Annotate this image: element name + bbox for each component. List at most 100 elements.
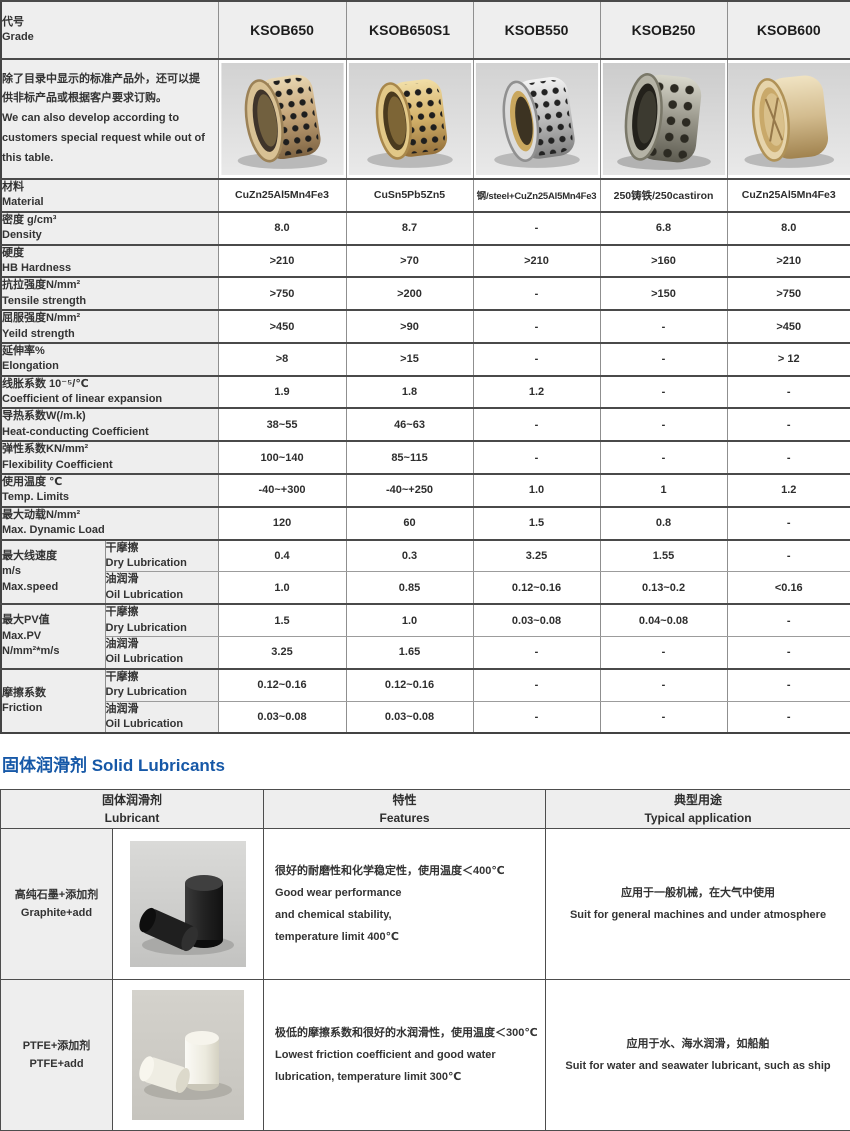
sub-label-en: Dry Lubrication (106, 685, 218, 700)
group-label-line: Max.PV (2, 629, 105, 644)
grade-ksob650: KSOB650 (218, 1, 346, 59)
application-line: 应用于水、海水润滑，如船舶 (546, 1033, 850, 1055)
cell-value: 1.0 (346, 604, 473, 636)
features-column-header: 特性 Features (264, 790, 546, 829)
feature-line: Good wear performance (275, 882, 539, 904)
feature-line: Lowest friction coefficient and good wat… (275, 1044, 539, 1066)
cell-value: - (600, 408, 727, 441)
ptfe-cylinders-image (132, 990, 244, 1120)
product-photo-ksob650s1 (346, 59, 473, 179)
row-label-en: Tensile strength (2, 294, 218, 309)
cell-value: 1.8 (346, 376, 473, 409)
cell-value: 1.2 (473, 376, 600, 409)
grade-header-label: 代号 Grade (1, 1, 218, 59)
table-row-hardness: 硬度 HB Hardness >210 >70 >210 >160 >210 (1, 245, 850, 278)
cell-value: 0.13~0.2 (600, 572, 727, 604)
lubricant-row-ptfe: PTFE+添加剂 PTFE+add (1, 980, 850, 1131)
row-label-en: Coefficient of linear expansion (2, 392, 218, 407)
table-row-maxspeed-dry: 最大线速度 m/s Max.speed 干摩擦 Dry Lubrication … (1, 540, 850, 572)
grade-ksob250: KSOB250 (600, 1, 727, 59)
grade-ksob550: KSOB550 (473, 1, 600, 59)
cell-value: - (600, 310, 727, 343)
group-label-line: 最大线速度 (2, 549, 105, 564)
table-row-friction-oil: 油润滑 Oil Lubrication 0.03~0.08 0.03~0.08 … (1, 701, 850, 733)
sub-label-en: Dry Lubrication (106, 621, 218, 636)
header-en: Features (264, 809, 545, 827)
cell-value: 0.03~0.08 (473, 604, 600, 636)
cell-value: CuZn25Al5Mn4Fe3 (727, 179, 850, 212)
cell-value: >450 (218, 310, 346, 343)
cell-value: 46~63 (346, 408, 473, 441)
sub-label-cn: 油润滑 (106, 572, 218, 587)
row-label: 延伸率% Elongation (1, 343, 218, 376)
cell-value: - (600, 441, 727, 474)
row-label-en: HB Hardness (2, 261, 218, 276)
row-label-cn: 材料 (2, 180, 218, 195)
row-label-cn: 弹性系数KN/mm² (2, 442, 218, 457)
lubricants-table: 固体润滑剂 Lubricant 特性 Features 典型用途 Typical… (0, 789, 850, 1131)
sub-label-cn: 油润滑 (106, 702, 218, 717)
sub-label-cn: 干摩擦 (106, 670, 218, 685)
row-label-cn: 密度 g/cm³ (2, 213, 218, 228)
cell-value: 1.0 (473, 474, 600, 507)
table-row-temp-limits: 使用温度 ℃ Temp. Limits -40~+300 -40~+250 1.… (1, 474, 850, 507)
sub-label-en: Oil Lubrication (106, 652, 218, 667)
application-column-header: 典型用途 Typical application (546, 790, 850, 829)
cell-value: 1.65 (346, 636, 473, 668)
plain-bronze-bushing-image (728, 63, 850, 175)
cell-value: >450 (727, 310, 850, 343)
application-line: Suit for water and seawater lubricant, s… (546, 1055, 850, 1077)
cell-value: 1.2 (727, 474, 850, 507)
cell-value: -40~+250 (346, 474, 473, 507)
cell-value: 1.55 (600, 540, 727, 572)
group-label-line: m/s (2, 564, 105, 579)
lubricant-name-en: Graphite+add (1, 904, 112, 923)
row-label: 线胀系数 10⁻⁵/℃ Coefficient of linear expans… (1, 376, 218, 409)
group-label-friction: 摩擦系数 Friction (1, 669, 105, 734)
cell-value: 0.03~0.08 (218, 701, 346, 733)
sub-label-cn: 油润滑 (106, 637, 218, 652)
row-label-en: Max. Dynamic Load (2, 523, 218, 538)
lubricant-photo-ptfe (113, 980, 264, 1131)
cell-value: 3.25 (218, 636, 346, 668)
cell-value: - (727, 701, 850, 733)
cell-value: 0.85 (346, 572, 473, 604)
cell-value: - (473, 701, 600, 733)
lubricants-header-row: 固体润滑剂 Lubricant 特性 Features 典型用途 Typical… (1, 790, 850, 829)
feature-line: 很好的耐磨性和化学稳定性，使用温度＜400℃ (275, 860, 539, 882)
cell-value: 8.7 (346, 212, 473, 245)
lubricant-name: PTFE+添加剂 PTFE+add (1, 980, 113, 1131)
cell-value: 1.5 (473, 507, 600, 540)
group-label-maxpv: 最大PV值 Max.PV N/mm²*m/s (1, 604, 105, 669)
group-label-line: Friction (2, 701, 105, 716)
cell-value: 0.04~0.08 (600, 604, 727, 636)
table-row-maxpv-dry: 最大PV值 Max.PV N/mm²*m/s 干摩擦 Dry Lubricati… (1, 604, 850, 636)
group-label-line: 最大PV值 (2, 613, 105, 628)
row-label-cn: 延伸率% (2, 344, 218, 359)
cell-value: <0.16 (727, 572, 850, 604)
product-photo-ksob250 (600, 59, 727, 179)
cell-value: - (727, 540, 850, 572)
intro-line: customers special request while out of (2, 129, 218, 149)
cell-value: 0.12~0.16 (346, 669, 473, 701)
row-label-en: Heat-conducting Coefficient (2, 425, 218, 440)
sub-label-oil: 油润滑 Oil Lubrication (105, 572, 218, 604)
cell-value: 0.03~0.08 (346, 701, 473, 733)
table-row-heat-conducting: 导热系数W(/m.k) Heat-conducting Coefficient … (1, 408, 850, 441)
lubricant-name: 高纯石墨+添加剂 Graphite+add (1, 829, 113, 980)
cell-value: 1.5 (218, 604, 346, 636)
group-label-line: 摩擦系数 (2, 686, 105, 701)
feature-line: and chemical stability, (275, 904, 539, 926)
lubricant-row-graphite: 高纯石墨+添加剂 Graphite+add (1, 829, 850, 980)
cell-value: >210 (473, 245, 600, 278)
cell-value: - (473, 277, 600, 310)
application-line: 应用于一般机械，在大气中使用 (546, 882, 850, 904)
header-cn: 固体润滑剂 (1, 791, 263, 809)
cell-value: - (473, 343, 600, 376)
lubricant-column-header: 固体润滑剂 Lubricant (1, 790, 264, 829)
cell-value: 60 (346, 507, 473, 540)
header-cn: 特性 (264, 791, 545, 809)
header-en: Typical application (546, 809, 850, 827)
header-en: Lubricant (1, 809, 263, 827)
cell-value: - (727, 376, 850, 409)
